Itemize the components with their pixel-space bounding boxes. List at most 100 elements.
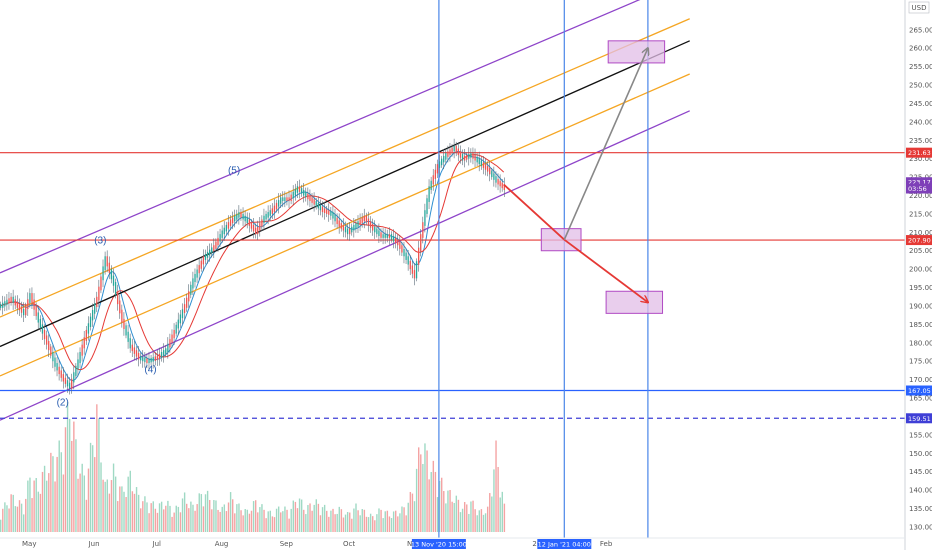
candle-body <box>284 197 286 202</box>
candle-body <box>135 350 138 357</box>
price-tag-label-0: 231.63 <box>908 149 931 157</box>
candle-body <box>449 149 451 155</box>
candle-body <box>388 234 391 238</box>
volume-bar <box>374 520 376 532</box>
candle-body <box>142 356 144 362</box>
volume-bar <box>152 501 154 532</box>
candles-layer <box>0 138 505 395</box>
candle-body <box>461 154 464 161</box>
channel-layer[interactable] <box>0 0 690 421</box>
candle-body <box>340 223 342 229</box>
candle-body <box>384 234 386 238</box>
price-tick-label: 200.00 <box>909 266 932 274</box>
projection-arrow-0[interactable] <box>503 183 565 241</box>
volume-bar <box>56 456 58 532</box>
currency-box[interactable] <box>908 1 930 14</box>
volume-bar <box>328 516 330 532</box>
price-tag-label-5: 159.51 <box>908 415 931 423</box>
volume-bar <box>466 504 468 532</box>
channel-line-3[interactable] <box>0 73 690 377</box>
projection-arrow-2[interactable] <box>563 48 648 241</box>
volume-bar <box>33 480 35 532</box>
volume-bar <box>263 509 265 532</box>
candle-body <box>275 202 278 210</box>
volume-bar <box>468 513 470 532</box>
candle-body <box>202 256 205 265</box>
volume-bar <box>317 503 320 532</box>
volume-bar <box>273 517 276 532</box>
volume-bar <box>252 501 255 532</box>
channel-line-1[interactable] <box>0 18 690 318</box>
volume-bar <box>196 504 198 532</box>
candle-body <box>288 197 290 202</box>
channel-line-4[interactable] <box>0 110 690 421</box>
candle-body <box>422 222 424 238</box>
volume-bar <box>447 490 449 532</box>
volume-bar <box>16 506 19 532</box>
candle-body <box>257 226 259 235</box>
vertical-lines-layer[interactable] <box>438 0 649 538</box>
candle-body <box>317 202 319 209</box>
wave-label-1: (3) <box>94 235 106 246</box>
candle-body <box>81 344 83 356</box>
volume-bar <box>428 479 430 532</box>
volume-bar <box>388 516 391 532</box>
candle-body <box>493 173 495 180</box>
candle-body <box>428 186 430 202</box>
volume-bar <box>227 502 230 532</box>
target-box-2[interactable] <box>605 290 664 314</box>
volume-bar <box>204 494 207 532</box>
volume-bar <box>167 500 169 532</box>
projection-arrows-layer[interactable] <box>503 48 648 303</box>
price-axis[interactable]: 130.00135.00140.00145.00150.00155.00160.… <box>909 26 932 531</box>
volume-bar <box>123 491 125 532</box>
projection-arrow-1[interactable] <box>563 238 648 303</box>
candle-body <box>286 197 288 202</box>
volume-bar <box>108 493 111 532</box>
volume-bar <box>282 511 284 532</box>
candle-body <box>6 299 8 305</box>
target-box-1[interactable] <box>607 40 666 64</box>
volume-bar <box>257 512 259 532</box>
volume-layer <box>0 402 506 532</box>
volume-bar <box>432 460 435 532</box>
volume-bar <box>52 456 54 532</box>
volume-bar <box>106 479 108 532</box>
volume-bar <box>342 517 345 532</box>
candle-body <box>273 205 276 213</box>
price-tick-label: 260.00 <box>909 45 932 53</box>
candle-body <box>372 224 374 231</box>
volume-bar <box>223 504 226 532</box>
candle-body <box>223 227 225 235</box>
volume-bar <box>499 497 501 532</box>
volume-bar <box>372 516 374 532</box>
volume-bar <box>58 440 60 532</box>
volume-bar <box>133 493 136 532</box>
volume-bar <box>209 499 211 532</box>
candle-body <box>169 339 171 348</box>
candle-body <box>100 276 102 291</box>
candle-body <box>204 254 207 260</box>
candle-body <box>401 245 403 253</box>
candle-body <box>50 346 52 356</box>
wave-labels-layer: (2) (3) (4) (5) <box>57 165 241 408</box>
price-tick-label: 250.00 <box>909 82 932 90</box>
candle-body <box>177 319 179 329</box>
candle-body <box>470 153 472 158</box>
price-tick-label: 195.00 <box>909 284 932 292</box>
candle-body <box>52 352 54 362</box>
channel-line-0[interactable] <box>0 0 690 274</box>
price-tick-label: 230.00 <box>909 155 932 163</box>
price-tick-label: 165.00 <box>909 395 932 403</box>
volume-bar <box>463 502 466 532</box>
price-tick-label: 155.00 <box>909 431 932 439</box>
volume-bar <box>399 513 401 532</box>
volume-bar <box>221 506 223 532</box>
candle-body <box>328 210 330 215</box>
price-tick-label: 235.00 <box>909 137 932 145</box>
candle-body <box>290 194 292 202</box>
volume-bar <box>50 452 52 532</box>
channel-line-2[interactable] <box>0 40 690 348</box>
volume-bar <box>75 439 77 532</box>
